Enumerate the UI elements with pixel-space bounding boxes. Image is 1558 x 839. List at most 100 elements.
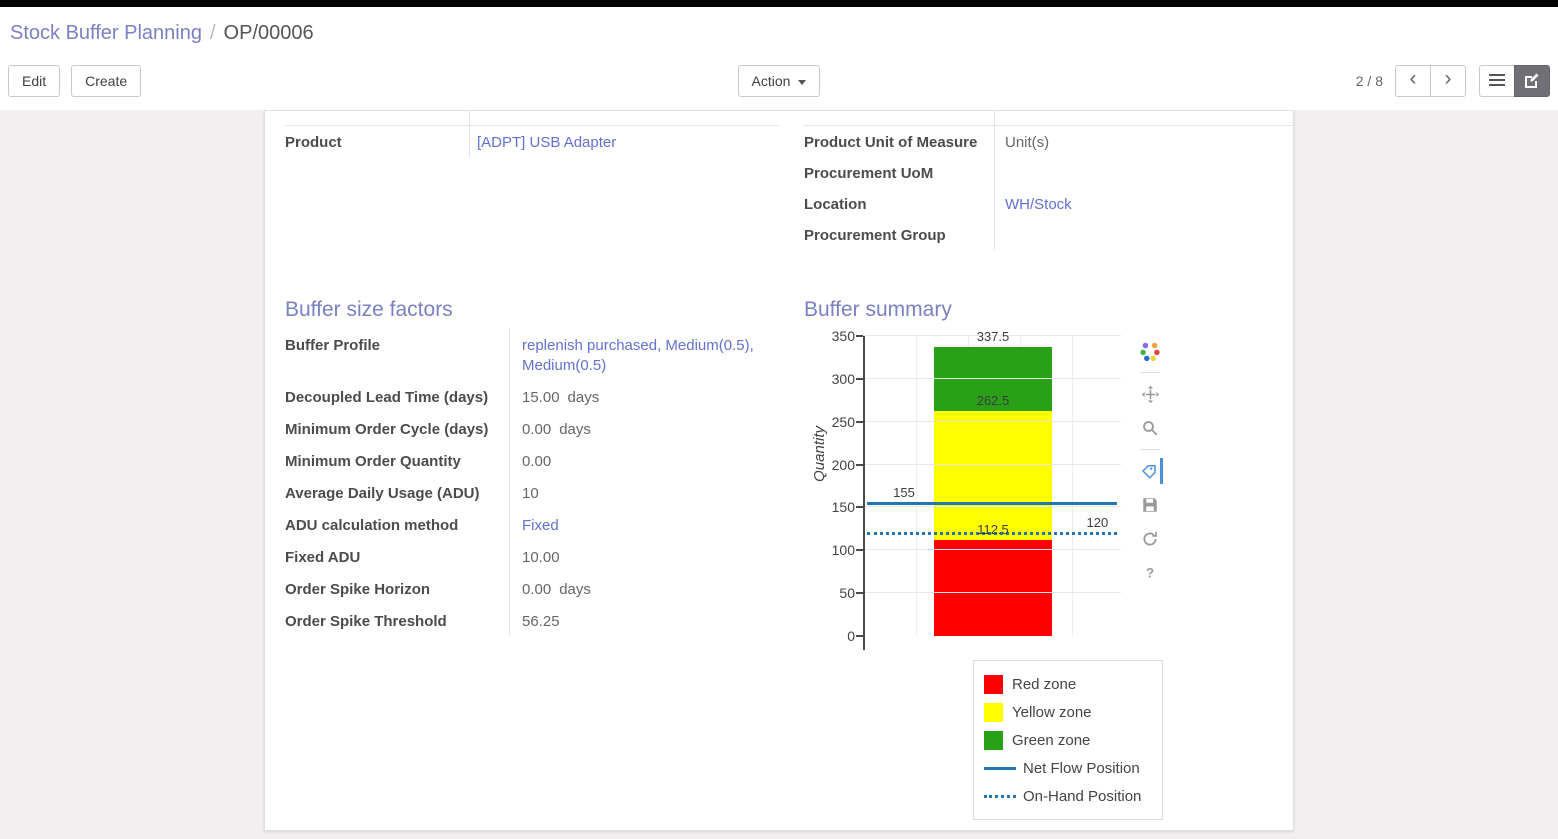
caret-down-icon [798,79,807,85]
content-area: Product [ADPT] USB Adapter Product Unit o… [0,110,1558,839]
y-tick-mark [856,635,863,637]
buffer-factors-group: Buffer Profile replenish purchased, Mediu… [285,328,779,636]
legend-swatch [984,730,1003,750]
net-flow-position-line [867,502,1117,506]
field-suffix: days [559,581,591,598]
pager-next-button[interactable]: › [1430,65,1466,97]
gridline [865,506,1121,508]
field-value [995,219,1293,250]
field-value: Unit(s) [995,126,1293,157]
legend-item[interactable]: Green zone [984,726,1152,754]
legend-swatch [984,702,1003,722]
gridline [865,592,1121,594]
top-navbar [0,0,1558,7]
breadcrumb-record: OP/00006 [223,22,314,44]
gridline [865,335,1121,336]
zoom-icon[interactable] [1137,415,1163,441]
field-suffix: days [567,389,600,406]
svg-text:?: ? [1146,566,1154,581]
legend-item[interactable]: Red zone [984,670,1152,698]
action-dropdown-button[interactable]: Action [737,65,821,97]
field-label: Average Daily Usage (ADU) [285,476,510,508]
plotly-logo[interactable] [1137,338,1163,364]
legend-label: On-Hand Position [1023,787,1142,805]
field-suffix: days [559,421,591,438]
green-zone [934,346,1052,411]
y-tick-label: 150 [831,499,855,516]
field-value: [ADPT] USB Adapter [470,126,779,157]
procurement-group: Product Unit of Measure Unit(s) Procuremen… [804,111,1293,250]
gridline [865,463,1121,465]
control-panel: Stock Buffer Planning / OP/00006 Edit Crea… [0,7,1558,110]
hover-icon[interactable] [1137,458,1163,484]
create-button[interactable]: Create [71,65,142,97]
form-sheet: Product [ADPT] USB Adapter Product Unit o… [264,110,1294,831]
field-value-link[interactable]: [ADPT] USB Adapter [477,134,617,151]
legend-item[interactable]: Net Flow Position [984,754,1152,782]
list-icon [1489,73,1505,90]
clipped-row [804,111,995,126]
y-tick-label: 100 [831,542,855,559]
clipped-row [285,111,470,126]
pan-icon[interactable] [1137,381,1163,407]
legend-item[interactable]: Yellow zone [984,698,1152,726]
chart-annotation: 112.5 [977,521,1009,537]
product-group: Product [ADPT] USB Adapter [285,111,779,250]
chevron-right-icon: › [1444,67,1452,90]
buffer-summary-title: Buffer summary [804,298,952,321]
field-value-text: 10.00 [522,549,560,566]
field-label: Procurement Group [804,219,995,250]
legend-swatch [984,674,1003,694]
form-pencil-icon [1524,72,1540,91]
field-label: Location [804,188,995,219]
field-value: 0.00 days [510,572,779,604]
y-tick-mark [856,463,863,466]
chart-modebar: ? [1135,338,1165,594]
buffer-bar [934,336,1052,636]
field-label: Buffer Profile [285,328,510,380]
chart-annotation: 155 [893,485,915,501]
gridline [865,420,1121,422]
breadcrumb-section-link[interactable]: Stock Buffer Planning [10,22,202,44]
field-value: 0.00 [510,444,779,476]
y-axis-tick-labels: 0 50 100 150 200 250 300 350 [799,328,855,644]
field-value-link[interactable]: replenish purchased, Medium(0.5), Medium… [522,337,754,374]
chart-legend: Red zone Yellow zone Green zone Net Flow Po… [973,660,1163,820]
action-label: Action [751,73,791,89]
field-value: replenish purchased, Medium(0.5), Medium… [510,328,779,380]
y-tick-mark [856,335,863,337]
field-value [995,157,1293,188]
list-view-button[interactable] [1479,65,1515,97]
save-icon[interactable] [1137,492,1163,518]
modebar-separator [1140,449,1160,450]
modebar-separator [1140,372,1160,373]
clipped-row [995,111,1293,126]
field-value: 10 [510,476,779,508]
chart-annotation: 262.5 [976,393,1010,408]
edit-button[interactable]: Edit [8,65,61,97]
field-value: WH/Stock [995,188,1293,219]
y-tick-label: 350 [831,328,855,344]
buffer-summary-column: Buffer summary Quantity 0 50 100 150 200 250 3… [779,296,1293,828]
field-label: Order Spike Horizon [285,572,510,604]
autoscale-icon[interactable] [1137,526,1163,552]
y-tick-mark [856,377,863,380]
legend-item[interactable]: On-Hand Position [984,782,1152,810]
y-tick-label: 300 [831,370,855,387]
field-value-text: 0.00 [522,581,552,598]
field-value-link[interactable]: WH/Stock [1005,196,1072,213]
form-view-button[interactable] [1514,65,1550,97]
field-value: Fixed [510,508,779,540]
pager-previous-button[interactable]: ‹ [1395,65,1431,97]
legend-label: Yellow zone [1012,703,1092,721]
help-icon[interactable]: ? [1137,560,1163,586]
chart-annotation: 337.5 [976,328,1010,344]
field-value-text: Unit(s) [1005,134,1050,151]
y-tick-mark [856,506,863,509]
field-label: Minimum Order Cycle (days) [285,412,510,444]
pager-value[interactable]: 2 / 8 [1355,73,1383,89]
field-label: Fixed ADU [285,540,510,572]
y-tick-label: 0 [847,628,855,644]
field-value-link[interactable]: Fixed [522,517,559,534]
plot-area[interactable]: 337.5 262.5 112.5 155 120 [856,329,1121,650]
